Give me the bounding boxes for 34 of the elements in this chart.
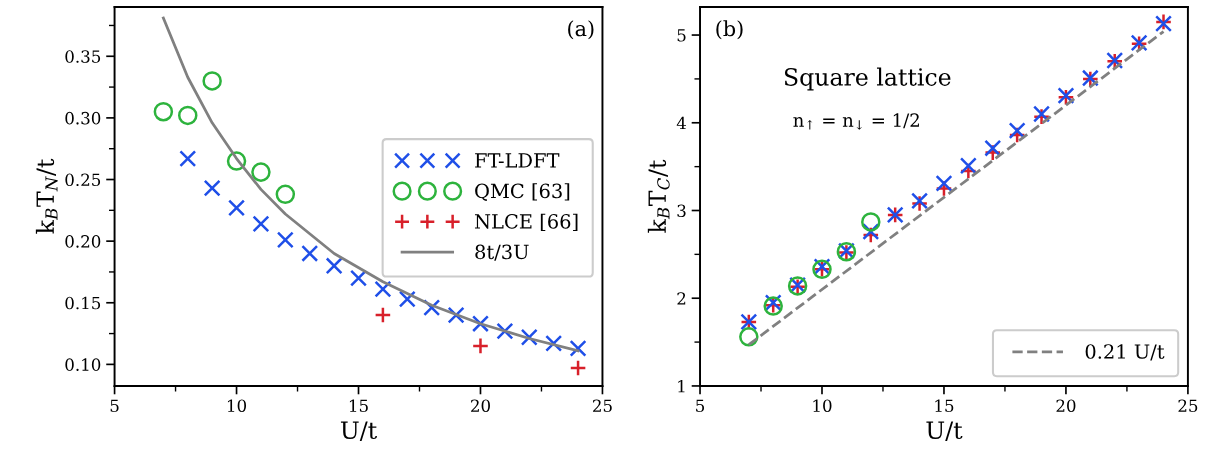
y-tick-label: 0.10	[65, 358, 101, 371]
y-axis-title: k$_{B}$T$_{N}$/t	[35, 158, 58, 234]
legend-label: FT-LDFT	[475, 153, 560, 168]
x-tick-label: 25	[1178, 399, 1198, 413]
y-tick-label: 3	[677, 204, 686, 218]
x-tick-label: 25	[592, 399, 612, 413]
x-tick-label: 5	[696, 399, 705, 413]
annotation: (a)	[568, 20, 594, 40]
y-tick-label: 0.20	[65, 235, 101, 248]
x-axis-title: U/t	[926, 421, 963, 441]
y-tick-label: 4	[676, 116, 686, 130]
legend-label: QMC [63]	[475, 183, 570, 202]
x-axis-title: U/t	[340, 421, 377, 441]
legend-label: 8t/3U	[475, 244, 529, 261]
annotation: Square lattice	[784, 67, 951, 91]
y-tick-label: 5	[677, 29, 686, 42]
x-tick-label: 20	[471, 399, 490, 413]
y-tick-label: 0.25	[65, 173, 101, 187]
x-tick-label: 5	[110, 399, 119, 413]
x-tick-label: 15	[349, 399, 368, 413]
x-tick-label: 20	[1056, 399, 1076, 413]
x-tick-label: 10	[227, 399, 247, 413]
x-tick-label: 10	[813, 399, 832, 413]
x-tick-label: 15	[935, 399, 954, 413]
annotation: (b)	[716, 20, 743, 40]
y-tick-label: 0.35	[65, 50, 101, 63]
legend-label: 0.21 U/t	[1085, 344, 1165, 361]
y-tick-label: 1	[678, 379, 685, 393]
legend-label: NLCE [66]	[474, 213, 578, 231]
y-tick-label: 2	[677, 292, 686, 305]
y-axis-title: k$_{B}$T$_{C}$/t	[647, 159, 670, 233]
annotation: n$_{↑}$ = n$_{↓}$ = 1/2	[793, 113, 919, 130]
y-tick-label: 0.15	[65, 296, 101, 310]
y-tick-label: 0.30	[65, 111, 101, 125]
